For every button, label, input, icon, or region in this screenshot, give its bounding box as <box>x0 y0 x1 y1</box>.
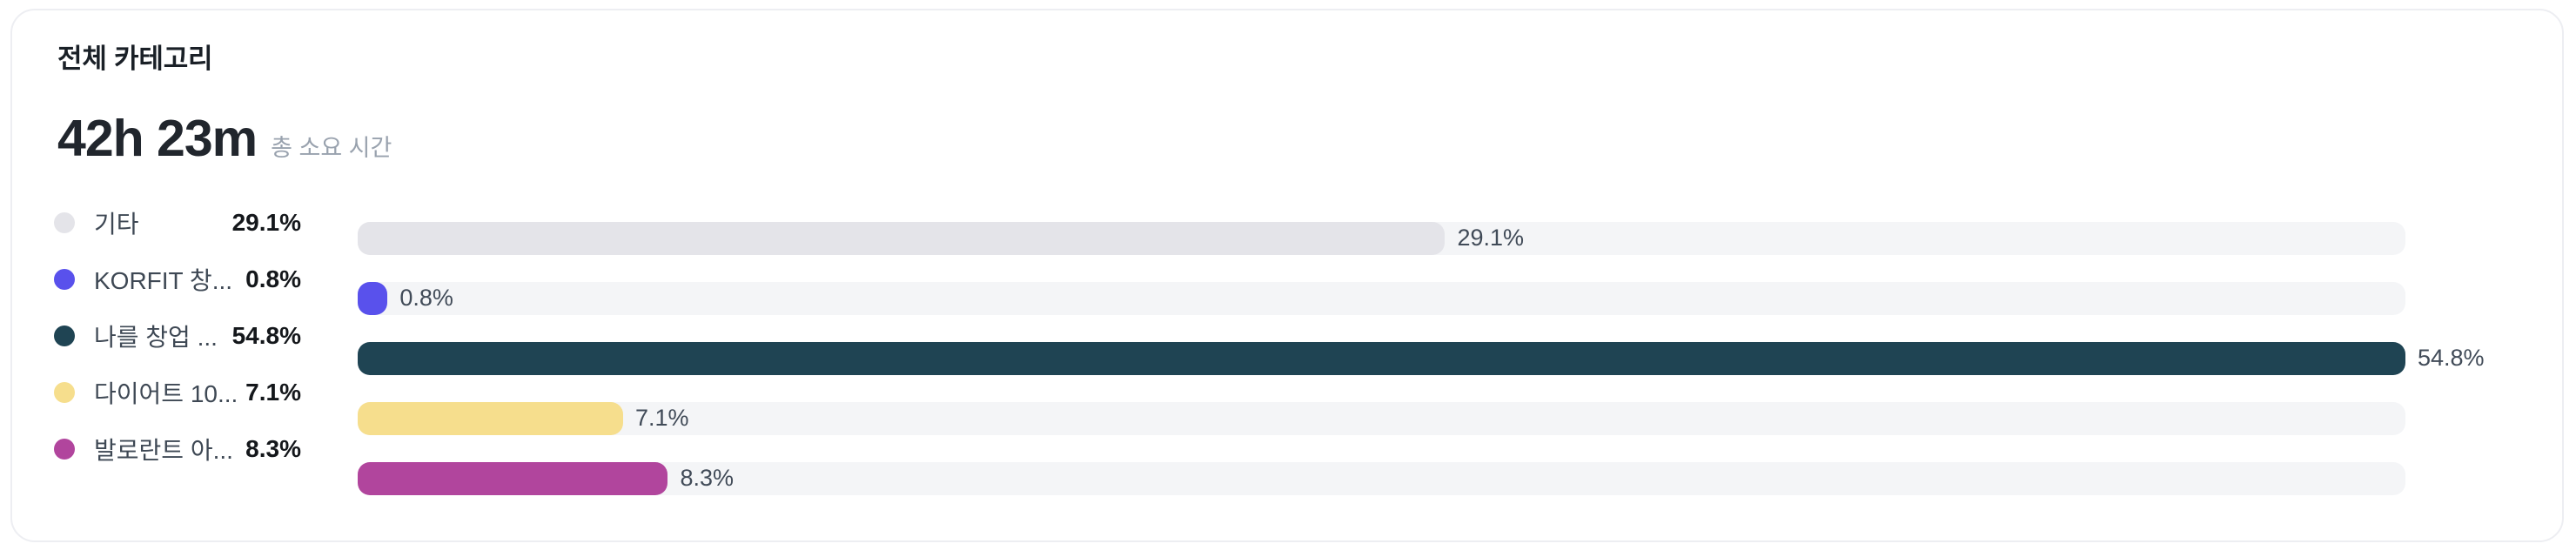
legend-item: KORFIT 창... 0.8% <box>54 251 301 307</box>
legend-item: 발로란트 아... 8.3% <box>54 420 301 477</box>
bar-fill <box>358 221 1446 255</box>
legend-dot-icon <box>54 211 75 233</box>
bar-row: 54.8% <box>358 328 2527 388</box>
bar-row: 7.1% <box>358 388 2527 448</box>
legend-item-label: 다이어트 10... <box>94 379 238 407</box>
chart-legend: 기타 29.1% KORFIT 창... 0.8% 나를 창업 ... 54.8… <box>54 175 301 477</box>
bar-row: 29.1% <box>358 208 2527 268</box>
legend-item-value: 54.8% <box>231 321 301 349</box>
bar-row: 8.3% <box>358 448 2527 508</box>
legend-item-value: 29.1% <box>231 208 301 236</box>
bar-value-label: 8.3% <box>680 465 735 491</box>
legend-dot-icon <box>54 381 75 403</box>
bar-fill <box>358 401 623 435</box>
legend-dot-icon <box>54 268 75 290</box>
total-time-caption: 총 소요 시간 <box>271 135 392 161</box>
legend-dot-icon <box>54 438 75 460</box>
legend-item: 나를 창업 ... 54.8% <box>54 307 301 364</box>
bar-value-label: 7.1% <box>634 405 689 431</box>
bar-track: 54.8% <box>358 341 2485 375</box>
legend-item-label: KORFIT 창... <box>94 266 233 294</box>
page-title: 전체 카테고리 <box>57 44 213 74</box>
bar-fill <box>358 461 668 495</box>
legend-item-label: 발로란트 아... <box>94 436 233 464</box>
bar-value-label: 0.8% <box>399 285 453 311</box>
bar-track: 8.3% <box>358 461 2405 495</box>
bar-row: 0.8% <box>358 268 2527 328</box>
legend-item: 다이어트 10... 7.1% <box>54 364 301 420</box>
legend-item-value: 0.8% <box>245 265 301 292</box>
total-time-stat: 42h 23m 총 소요 시간 <box>57 111 2527 175</box>
bar-value-label: 29.1% <box>1457 225 1524 251</box>
bar-chart: 29.1% 0.8% 54.8% 7.1% <box>358 175 2527 508</box>
bar-track: 7.1% <box>358 401 2405 435</box>
legend-item-value: 7.1% <box>245 378 301 406</box>
total-time-value: 42h 23m <box>57 110 258 167</box>
legend-item-label: 기타 <box>94 210 139 238</box>
legend-item: 기타 29.1% <box>54 194 301 251</box>
legend-item-label: 나를 창업 ... <box>94 323 218 351</box>
bar-value-label: 54.8% <box>2418 345 2485 371</box>
category-summary-card: 전체 카테고리 42h 23m 총 소요 시간 기타 29.1% KORFIT … <box>10 9 2564 542</box>
bar-fill <box>358 281 388 315</box>
legend-dot-icon <box>54 325 75 346</box>
bar-track: 29.1% <box>358 221 2405 255</box>
bar-track: 0.8% <box>358 281 2405 315</box>
legend-item-value: 8.3% <box>245 434 301 462</box>
bar-fill <box>358 341 2405 375</box>
chart-area: 기타 29.1% KORFIT 창... 0.8% 나를 창업 ... 54.8… <box>54 175 2527 508</box>
